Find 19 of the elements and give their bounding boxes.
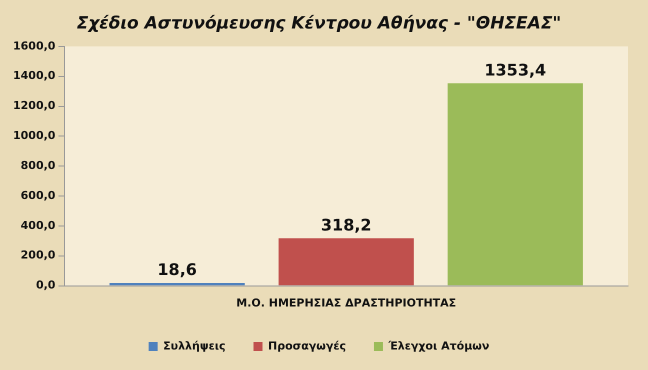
y-tick-label: 1600,0 xyxy=(12,39,56,52)
y-tick-label: 0,0 xyxy=(36,278,56,292)
data-label: 18,6 xyxy=(157,260,197,280)
data-label: 318,2 xyxy=(320,215,372,234)
bar xyxy=(448,83,583,286)
y-tick-label: 1200,0 xyxy=(12,99,56,112)
bar xyxy=(278,238,414,286)
data-label: 1353,4 xyxy=(484,60,546,80)
y-tick-label: 600,0 xyxy=(20,188,56,202)
x-tick-label: Μ.Ο. ΗΜΕΡΗΣΙΑΣ ΔΡΑΣΤΗΡΙΟΤΗΤΑΣ xyxy=(236,296,456,310)
y-tick-label: 1400,0 xyxy=(12,69,56,82)
y-tick-label: 1000,0 xyxy=(12,129,56,142)
chart-title: Σχέδιο Αστυνόμευσης Κέντρου Αθήνας - "ΘΗΣΕΑΣ" xyxy=(76,14,562,34)
y-tick-label: 400,0 xyxy=(20,218,56,232)
legend-label: Συλλήψεις xyxy=(163,339,226,352)
y-tick-label: 800,0 xyxy=(20,158,56,172)
y-tick-label: 200,0 xyxy=(20,248,56,262)
legend-label: Έλεγχοι Ατόμων xyxy=(387,339,490,352)
legend-label: Προσαγωγές xyxy=(268,339,346,352)
